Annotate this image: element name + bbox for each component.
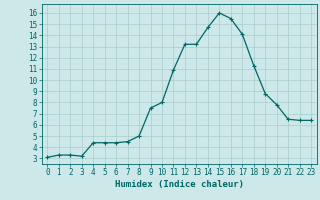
X-axis label: Humidex (Indice chaleur): Humidex (Indice chaleur) [115,180,244,189]
